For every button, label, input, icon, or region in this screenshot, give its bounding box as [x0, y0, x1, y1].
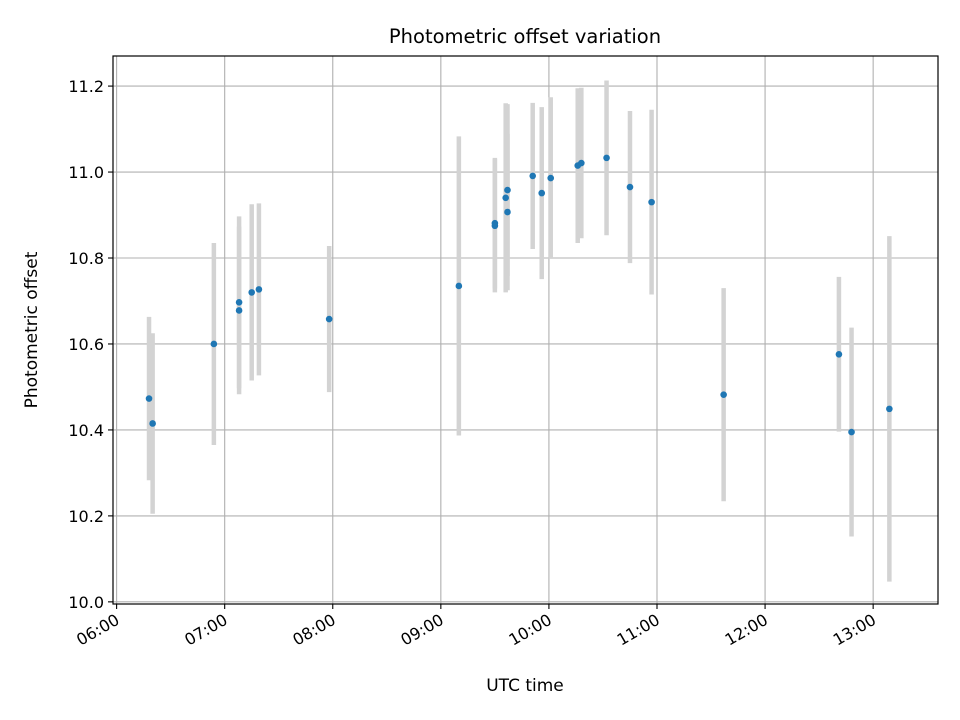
data-point: [648, 198, 655, 206]
plot-frame: [112, 55, 939, 605]
data-point: [149, 420, 156, 427]
data-point: [578, 159, 585, 167]
data-markers: [145, 154, 893, 436]
data-point: [235, 307, 243, 314]
data-point: [504, 208, 511, 216]
data-point: [255, 286, 263, 293]
data-point: [547, 174, 555, 182]
chart-title: Photometric offset variation: [389, 25, 661, 48]
data-point: [720, 391, 727, 398]
data-point: [848, 428, 855, 436]
y-tick-label: 10.8: [68, 249, 104, 268]
y-axis-title: Photometric offset: [22, 251, 42, 408]
data-point: [235, 298, 243, 306]
data-point: [603, 154, 610, 162]
y-tick-label: 11.0: [68, 163, 104, 182]
data-point: [529, 172, 537, 180]
data-point: [835, 350, 843, 358]
data-point: [145, 395, 153, 402]
data-point: [626, 183, 634, 191]
data-point: [455, 282, 463, 290]
data-point: [886, 405, 893, 413]
y-tick-label: 11.2: [68, 77, 104, 96]
y-tick-label: 10.6: [68, 335, 104, 354]
data-point: [248, 289, 256, 296]
x-axis-title: UTC time: [486, 676, 564, 696]
data-point: [538, 189, 546, 197]
y-tick-label: 10.4: [68, 421, 104, 440]
data-point: [504, 186, 511, 194]
data-point: [491, 219, 499, 227]
y-tick-label: 10.2: [68, 507, 104, 526]
data-point: [502, 194, 509, 202]
data-point: [210, 340, 218, 348]
data-point: [325, 315, 333, 323]
y-tick-label: 10.0: [68, 593, 104, 612]
